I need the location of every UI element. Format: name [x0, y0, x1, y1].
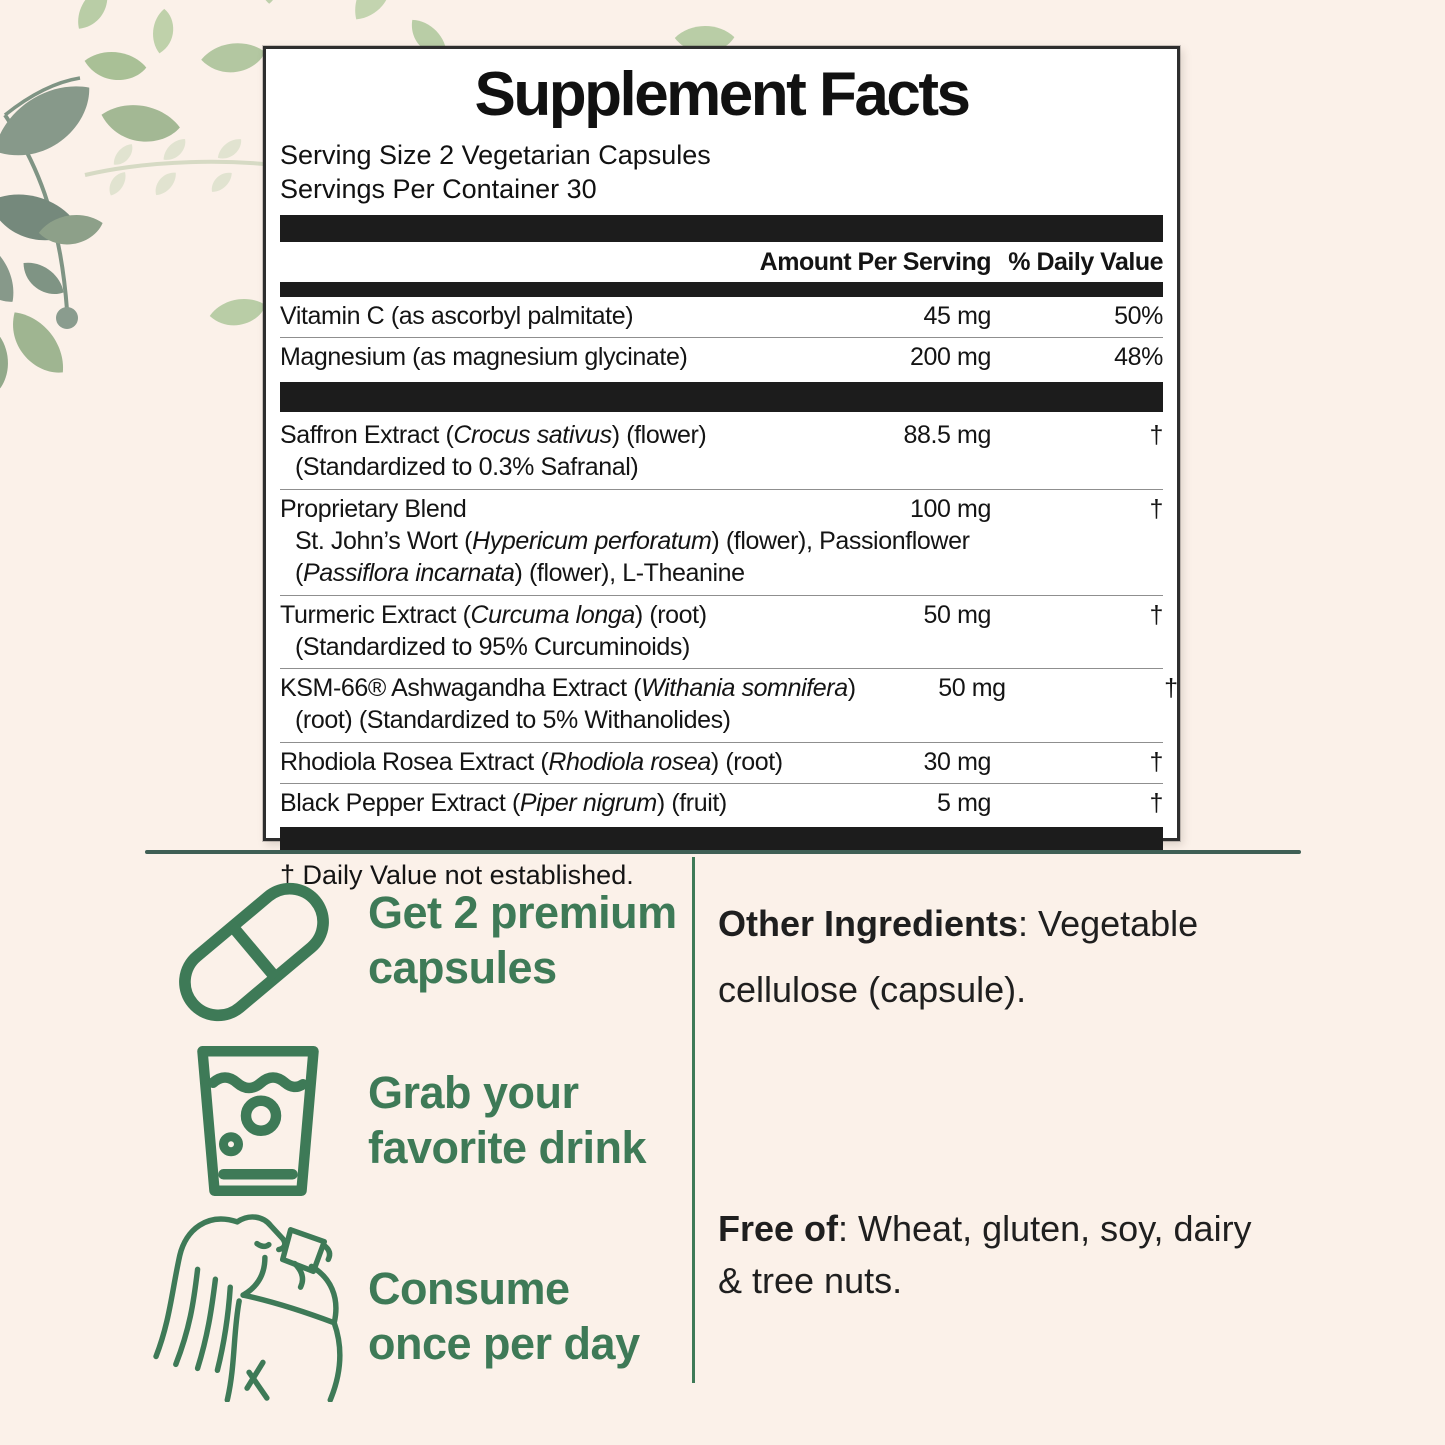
ingredient-row: Turmeric Extract (Curcuma longa) (root) 5…: [280, 594, 1163, 669]
ingredient-subtext: (root) (Standardized to 5% Withanolides): [295, 706, 731, 735]
free-of-rest: : Wheat, gluten, soy, dairy & tree nuts.: [718, 1208, 1252, 1302]
ingredient-amount: 88.5 mg: [903, 421, 991, 450]
ingredient-daily-value: †: [1149, 600, 1163, 629]
vertical-divider: [692, 857, 695, 1383]
ingredient-row: Saffron Extract (Crocus sativus) (flower…: [280, 416, 1163, 489]
ingredient-name: Turmeric Extract (Curcuma longa) (root): [280, 600, 707, 629]
ingredient-name: Rhodiola Rosea Extract (Rhodiola rosea) …: [280, 747, 783, 776]
woman-drinking-icon: [153, 1214, 343, 1402]
ingredient-amount: 100 mg: [910, 494, 991, 523]
ingredient-row: Magnesium (as magnesium glycinate) 200 mg…: [280, 337, 1163, 378]
ingredient-daily-value: †: [1164, 674, 1178, 703]
ingredient-amount: 45 mg: [923, 302, 992, 331]
ingredient-row: Proprietary Blend 100 mg † St. John’s Wort …: [280, 488, 1163, 595]
separator-bar: [280, 826, 1163, 853]
step-label-capsules: Get 2 premium capsules: [368, 887, 677, 993]
ingredient-name: Magnesium (as magnesium glycinate): [280, 343, 688, 372]
servings-per-container: Servings Per Container 30: [280, 174, 597, 205]
ingredient-row: Rhodiola Rosea Extract (Rhodiola rosea) …: [280, 741, 1163, 783]
other-ingredients-rest: : Vegetable cellulose (capsule).: [718, 903, 1199, 1010]
ingredient-daily-value: †: [1149, 788, 1163, 817]
ingredient-row: KSM-66® Ashwagandha Extract (Withania so…: [280, 668, 1178, 742]
panel-title: Supplement Facts: [474, 60, 972, 129]
ingredient-amount: 200 mg: [910, 343, 991, 372]
other-ingredients-lead: Other Ingredients: [718, 903, 1019, 944]
other-ingredients-text: Other Ingredients: Vegetable cellulose (…: [718, 891, 1283, 1022]
step-label-drink: Grab your favorite drink: [368, 1067, 647, 1173]
ingredient-row: Vitamin C (as ascorbyl palmitate) 45 mg 50…: [280, 297, 1163, 337]
ingredient-subtext: (Standardized to 0.3% Safranal): [295, 453, 639, 482]
ingredient-name: Saffron Extract (Crocus sativus) (flower…: [280, 421, 707, 450]
ingredient-subtext: St. John’s Wort (Hypericum perforatum) (…: [295, 526, 970, 555]
separator-bar: [280, 382, 1163, 413]
amount-column-header: Amount Per Serving: [759, 248, 992, 277]
supplement-facts-panel: Supplement Facts Serving Size 2 Vegetari…: [263, 46, 1180, 890]
ingredient-amount: 30 mg: [923, 747, 992, 776]
serving-size: Serving Size 2 Vegetarian Capsules: [280, 140, 711, 170]
capsule-icon: [179, 882, 329, 1022]
ingredient-daily-value: †: [1149, 421, 1163, 450]
ingredient-rows: Vitamin C (as ascorbyl palmitate) 45 mg 50…: [280, 297, 1178, 824]
ingredient-subtext: (Standardized to 95% Curcuminoids): [295, 632, 690, 661]
ingredient-amount: 50 mg: [923, 600, 992, 629]
free-of-lead: Free of: [718, 1208, 839, 1249]
ingredient-amount: 5 mg: [937, 788, 991, 817]
ingredient-daily-value: †: [1149, 494, 1163, 523]
daily-value-footnote: † Daily Value not established.: [280, 859, 634, 890]
ingredient-name: Black Pepper Extract (Piper nigrum) (fru…: [280, 788, 727, 817]
ingredient-subtext: (Passiflora incarnata) (flower), L-Thean…: [295, 559, 745, 588]
ingredient-name: Vitamin C (as ascorbyl palmitate): [280, 302, 634, 331]
ingredient-row: Black Pepper Extract (Piper nigrum) (fru…: [280, 782, 1163, 824]
ingredient-daily-value: 50%: [1114, 302, 1163, 331]
table-header: Amount Per Serving % Daily Value: [280, 242, 1164, 282]
step-label-consume: Consume once per day: [368, 1263, 640, 1369]
separator-bar: [280, 215, 1163, 243]
separator-bar: [280, 282, 1163, 298]
horizontal-divider: [145, 850, 1301, 854]
free-of-text: Free of: Wheat, gluten, soy, dairy & tre…: [718, 1203, 1283, 1307]
ingredient-name: Proprietary Blend: [280, 494, 467, 523]
daily-value-column-header: % Daily Value: [1008, 248, 1163, 277]
ingredient-daily-value: †: [1149, 747, 1163, 776]
ingredient-daily-value: 48%: [1114, 343, 1163, 372]
ingredient-name: KSM-66® Ashwagandha Extract (Withania so…: [280, 674, 856, 703]
ingredient-amount: 50 mg: [938, 674, 1006, 703]
glass-icon: [197, 1046, 319, 1196]
